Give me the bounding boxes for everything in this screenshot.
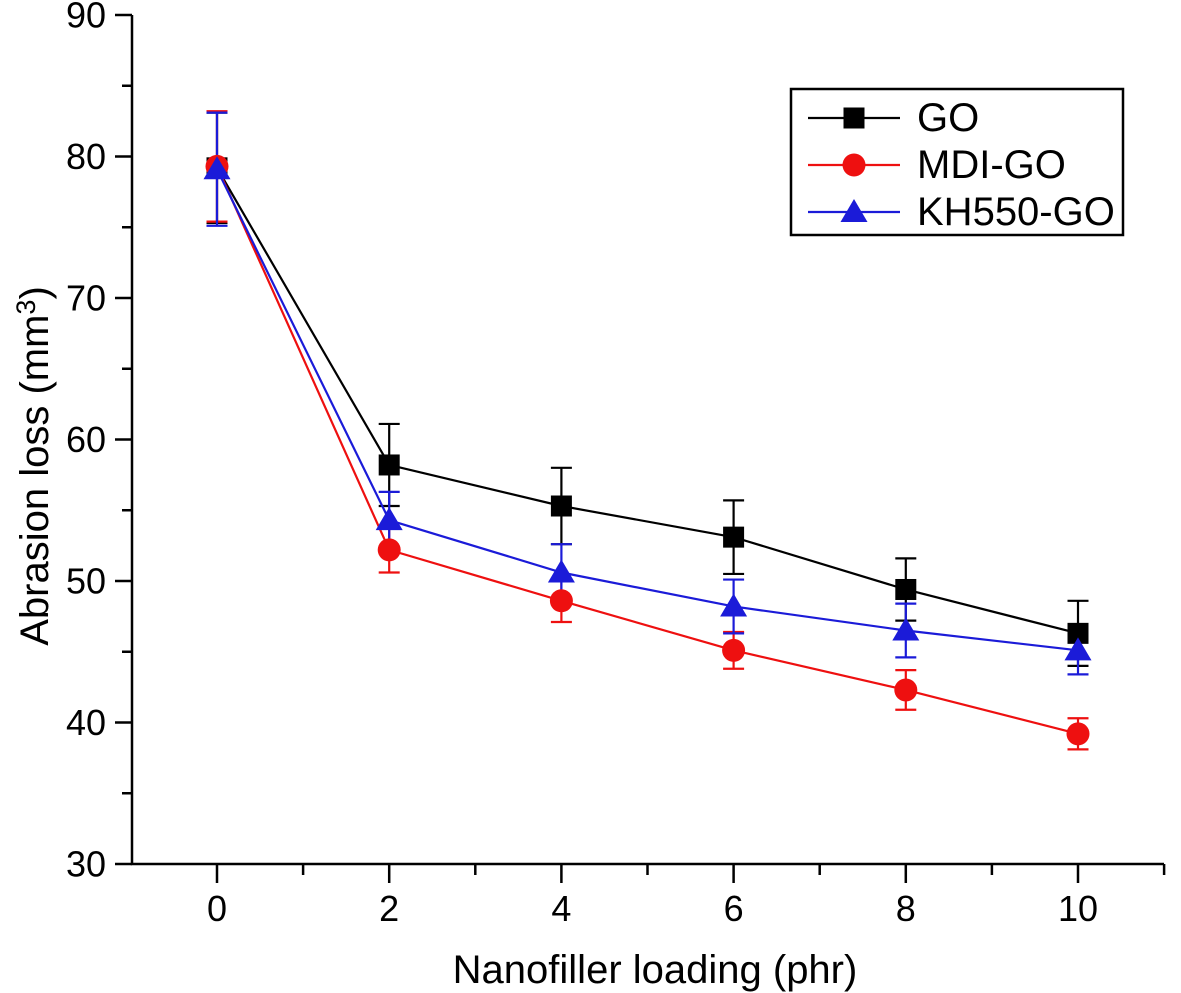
circle-marker [722,638,746,662]
y-tick-label: 60 [66,419,106,460]
square-marker [378,454,400,476]
x-tick-label: 2 [379,888,399,929]
series-line-KH550-GO [216,168,1079,652]
square-marker [723,526,745,548]
triangle-marker [720,593,748,617]
legend-label: KH550-GO [917,190,1115,234]
legend-label: GO [917,96,979,140]
markers-KH550-GO [203,156,1092,661]
triangle-marker [1064,637,1092,661]
y-tick-label: 40 [66,702,106,743]
legend-circle-marker [842,153,866,177]
triangle-marker [547,559,575,583]
x-tick-label: 0 [207,888,227,929]
ticks [115,13,1166,883]
x-tick-label: 4 [551,888,571,929]
circle-marker [1066,722,1090,746]
legend-label: MDI-GO [917,143,1066,187]
circle-marker [549,589,573,613]
series-line-GO [216,167,1079,635]
y-tick-label: 80 [66,136,106,177]
series-line-MDI-GO [215,165,1079,735]
legend-square-marker [843,107,865,129]
x-tick-label: 8 [896,888,916,929]
x-axis-title: Nanofiller loading (phr) [453,948,858,992]
circle-marker [377,538,401,562]
tick-labels: 30 40 50 60 70 80 90 0 2 4 6 8 10 [66,0,1098,929]
square-marker [550,495,572,517]
y-axis-title: Abrasion loss (mm3) [11,286,57,646]
triangle-marker [892,617,920,641]
triangle-marker [375,507,403,531]
square-marker [1067,622,1089,644]
x-tick-label: 10 [1058,888,1098,929]
y-tick-label: 70 [66,278,106,319]
circle-marker [894,678,918,702]
square-marker [895,578,917,600]
y-tick-label: 90 [66,0,106,36]
x-tick-label: 6 [724,888,744,929]
y-tick-label: 50 [66,561,106,602]
legend-triangle-marker [840,199,868,222]
y-tick-label: 30 [66,844,106,885]
triangle-marker [203,156,231,180]
markers-MDI-GO [205,154,1090,746]
